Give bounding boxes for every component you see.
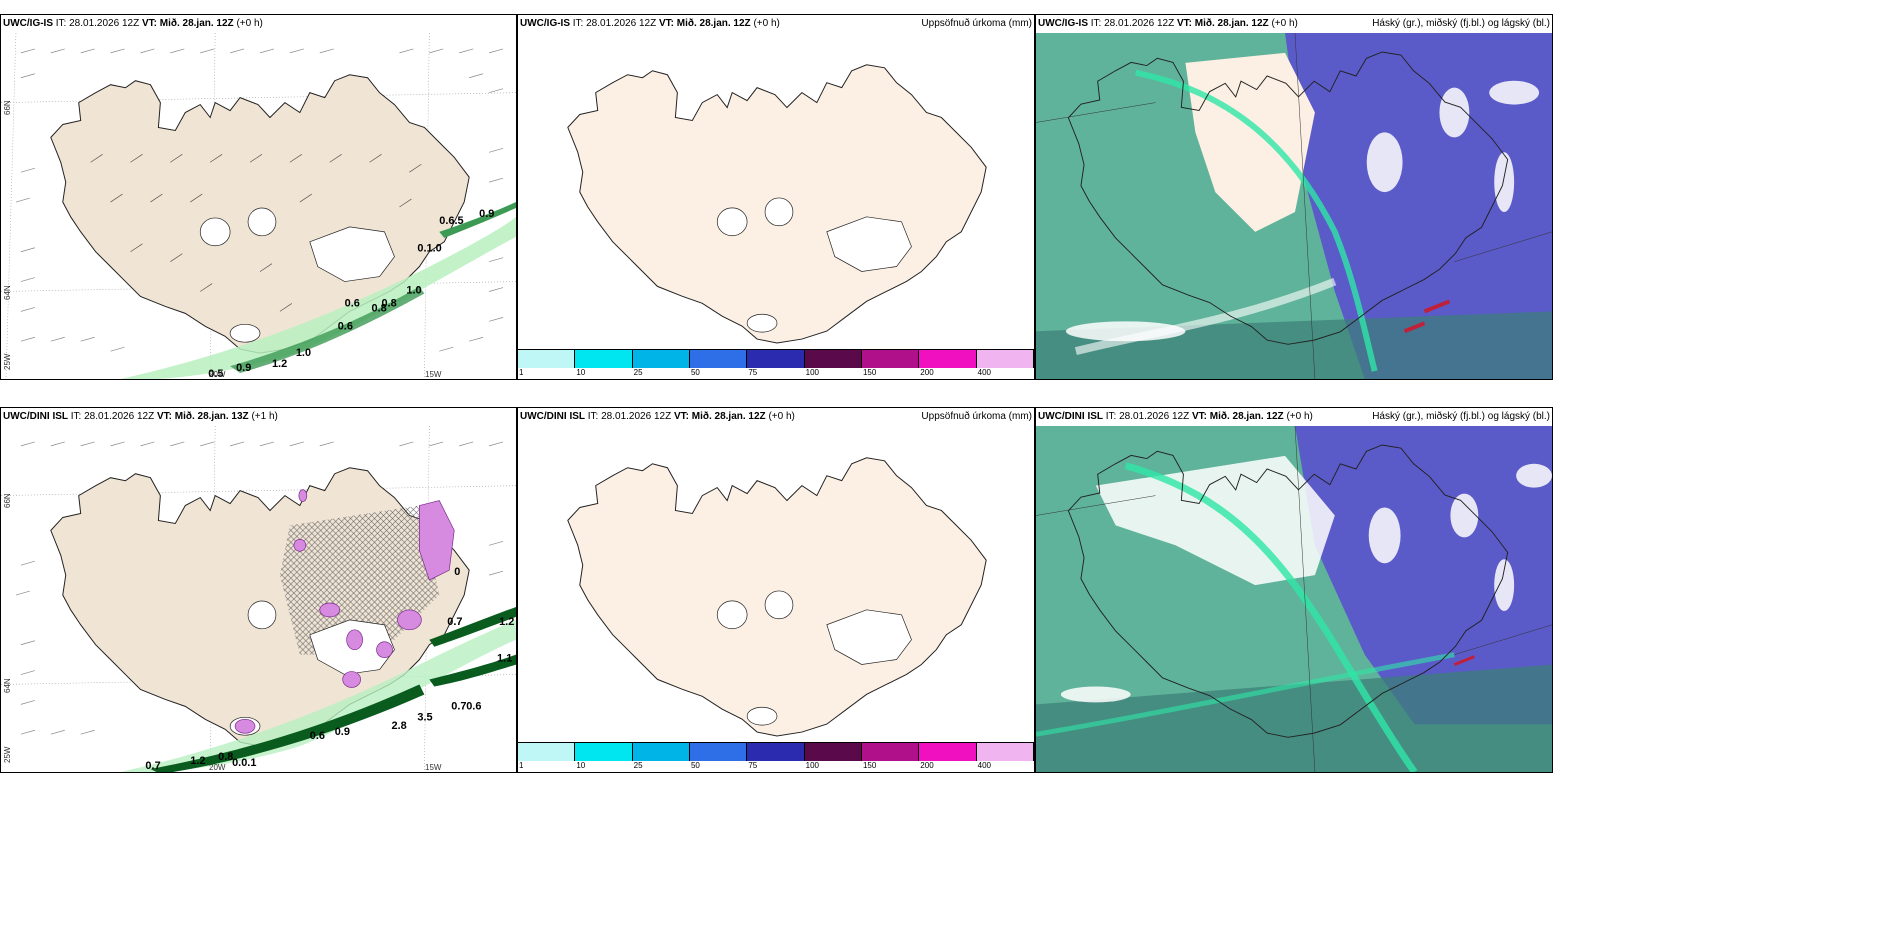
colorbar-swatch <box>976 350 1034 368</box>
svg-text:0.1.0: 0.1.0 <box>417 243 441 255</box>
wind-precip-map: 0.5 0.9 1.2 1.0 0.6 0.6 0.8 0.8 1.0 0.1.… <box>1 33 516 379</box>
colorbar-swatch <box>919 743 977 761</box>
svg-text:1.2: 1.2 <box>272 358 287 370</box>
lat-label: 66N <box>3 100 12 115</box>
colorbar-swatch <box>632 350 690 368</box>
svg-text:0.0.1: 0.0.1 <box>232 757 256 769</box>
svg-text:0.6.5: 0.6.5 <box>439 215 463 227</box>
colorbar-tick: 10 <box>576 368 586 377</box>
panel-top-left: UWC/IG-IS IT: 28.01.2026 12Z VT: Mið. 28… <box>0 14 517 380</box>
svg-text:0.8: 0.8 <box>382 297 397 309</box>
colorbar-swatch <box>689 350 748 368</box>
colorbar-swatch <box>861 743 920 761</box>
lon-label: 25W <box>3 746 12 763</box>
colorbar-swatch <box>861 350 920 368</box>
colorbar-tick: 25 <box>633 761 643 770</box>
colorbar-swatch <box>747 743 805 761</box>
colorbar-swatch <box>518 350 576 368</box>
cloud-map <box>1036 426 1552 772</box>
svg-text:2.8: 2.8 <box>391 720 406 732</box>
svg-text:3.5: 3.5 <box>417 711 432 723</box>
panel-top-middle: UWC/IG-IS IT: 28.01.2026 12Z VT: Mið. 28… <box>517 14 1035 380</box>
colorbar-tick: 200 <box>920 368 934 377</box>
svg-text:0.6: 0.6 <box>338 320 353 332</box>
panel-title: Uppsöfnuð úrkoma (mm) <box>921 411 1032 422</box>
colorbar-tick: 100 <box>805 368 819 377</box>
colorbar-tick: 25 <box>633 368 643 377</box>
panel-header: UWC/DINI ISL IT: 28.01.2026 12Z VT: Mið.… <box>520 411 795 422</box>
svg-text:1.0: 1.0 <box>296 347 311 359</box>
panel-header: UWC/DINI ISL IT: 28.01.2026 12Z VT: Mið.… <box>1038 411 1313 422</box>
svg-text:0.9: 0.9 <box>479 208 494 220</box>
colorbar-swatch <box>689 743 748 761</box>
svg-text:1.0: 1.0 <box>406 285 421 297</box>
panel-title: Háský (gr.), miðský (fj.bl.) og lágský (… <box>1372 18 1550 29</box>
lat-label: 64N <box>3 678 12 693</box>
svg-text:1.1: 1.1 <box>497 653 512 665</box>
colorbar-swatch <box>575 743 633 761</box>
colorbar-tick: 50 <box>690 761 700 770</box>
cloud-map <box>1036 33 1552 379</box>
svg-text:0.7: 0.7 <box>447 616 462 628</box>
colorbar-swatch <box>976 743 1034 761</box>
colorbar-tick: 50 <box>690 368 700 377</box>
colorbar-tick: 1 <box>519 761 524 770</box>
lon-label: 20W <box>209 370 226 379</box>
colorbar-tick: 400 <box>977 761 991 770</box>
svg-text:1.2: 1.2 <box>190 755 205 767</box>
colorbar-swatch <box>804 350 862 368</box>
precip-colorbar: 1 10 25 50 75 100 150 200 400 <box>518 349 1034 379</box>
svg-text:0.7: 0.7 <box>451 700 466 712</box>
panel-bottom-right: UWC/DINI ISL IT: 28.01.2026 12Z VT: Mið.… <box>1035 407 1553 773</box>
svg-text:0.9: 0.9 <box>335 726 350 738</box>
colorbar-swatch <box>919 350 977 368</box>
panel-header: UWC/DINI ISL IT: 28.01.2026 12Z VT: Mið.… <box>3 411 278 422</box>
svg-text:0.8: 0.8 <box>372 302 387 314</box>
colorbar-tick: 75 <box>748 368 758 377</box>
colorbar-tick: 1 <box>519 368 524 377</box>
colorbar-tick: 100 <box>805 761 819 770</box>
svg-text:0.6: 0.6 <box>345 297 360 309</box>
panel-header: UWC/IG-IS IT: 28.01.2026 12Z VT: Mið. 28… <box>3 18 263 29</box>
lon-label: 25W <box>3 353 12 370</box>
panel-header: UWC/IG-IS IT: 28.01.2026 12Z VT: Mið. 28… <box>1038 18 1298 29</box>
lon-label: 15W <box>425 370 442 379</box>
precip-map <box>518 33 1034 349</box>
svg-text:0.6: 0.6 <box>466 700 481 712</box>
lon-label: 15W <box>425 763 442 772</box>
panel-title: Uppsöfnuð úrkoma (mm) <box>921 18 1032 29</box>
svg-text:1.2: 1.2 <box>499 616 514 628</box>
wind-precip-map: 0.7 1.2 0.8 0.0.1 0.6 0.9 3.5 2.8 0.7 0.… <box>1 426 516 772</box>
colorbar-tick: 10 <box>576 761 586 770</box>
panel-top-right: UWC/IG-IS IT: 28.01.2026 12Z VT: Mið. 28… <box>1035 14 1553 380</box>
colorbar-tick: 200 <box>920 761 934 770</box>
colorbar-swatch <box>518 743 576 761</box>
panel-bottom-middle: UWC/DINI ISL IT: 28.01.2026 12Z VT: Mið.… <box>517 407 1035 773</box>
lat-label: 66N <box>3 493 12 508</box>
colorbar-swatch <box>575 350 633 368</box>
lat-label: 64N <box>3 285 12 300</box>
svg-text:0.7: 0.7 <box>145 760 160 772</box>
panel-header: UWC/IG-IS IT: 28.01.2026 12Z VT: Mið. 28… <box>520 18 780 29</box>
svg-text:0.5: 0.5 <box>208 368 223 379</box>
colorbar-tick: 400 <box>977 368 991 377</box>
colorbar-swatch <box>747 350 805 368</box>
precip-colorbar: 1 10 25 50 75 100 150 200 400 <box>518 742 1034 772</box>
lon-label: 20W <box>209 763 226 772</box>
svg-text:0.8: 0.8 <box>218 751 233 763</box>
panel-bottom-left: UWC/DINI ISL IT: 28.01.2026 12Z VT: Mið.… <box>0 407 517 773</box>
svg-text:0.6: 0.6 <box>310 730 325 742</box>
colorbar-tick: 75 <box>748 761 758 770</box>
colorbar-swatch <box>632 743 690 761</box>
precip-map <box>518 426 1034 742</box>
colorbar-swatch <box>804 743 862 761</box>
colorbar-tick: 150 <box>862 761 877 770</box>
panel-title: Háský (gr.), miðský (fj.bl.) og lágský (… <box>1372 411 1550 422</box>
colorbar-tick: 150 <box>862 368 877 377</box>
svg-text:0.9: 0.9 <box>236 362 251 374</box>
svg-text:0: 0 <box>454 566 460 578</box>
